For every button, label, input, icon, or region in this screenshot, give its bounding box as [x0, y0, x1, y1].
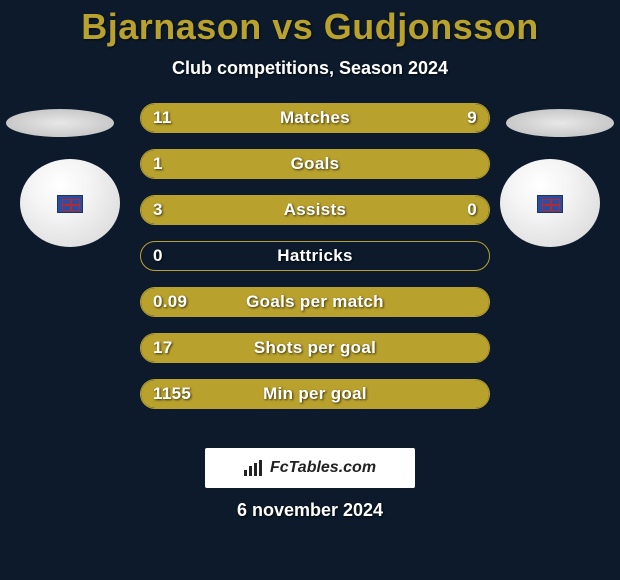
stat-row: 1Goals: [140, 149, 490, 179]
attribution-text: FcTables.com: [270, 459, 376, 477]
stat-label: Goals: [141, 150, 489, 178]
stat-row: 0.09Goals per match: [140, 287, 490, 317]
subtitle: Club competitions, Season 2024: [0, 58, 620, 79]
decor-ellipse-right: [506, 109, 614, 137]
stat-value-right: 9: [467, 104, 477, 132]
stat-row: 3Assists0: [140, 195, 490, 225]
stat-label: Assists: [141, 196, 489, 224]
stat-bars: 11Matches91Goals3Assists00Hattricks0.09G…: [140, 103, 490, 425]
stat-label: Matches: [141, 104, 489, 132]
decor-ellipse-left: [6, 109, 114, 137]
flag-icon: [57, 195, 83, 213]
attribution-badge: FcTables.com: [205, 448, 415, 488]
stat-label: Min per goal: [141, 380, 489, 408]
stat-label: Goals per match: [141, 288, 489, 316]
player-badge-left: [20, 159, 120, 247]
footer-date: 6 november 2024: [0, 500, 620, 521]
stat-label: Shots per goal: [141, 334, 489, 362]
flag-icon: [537, 195, 563, 213]
page-title: Bjarnason vs Gudjonsson: [0, 0, 620, 48]
stat-row: 0Hattricks: [140, 241, 490, 271]
stat-row: 11Matches9: [140, 103, 490, 133]
stat-row: 1155Min per goal: [140, 379, 490, 409]
stat-label: Hattricks: [141, 242, 489, 270]
player-badge-right: [500, 159, 600, 247]
stat-value-right: 0: [467, 196, 477, 224]
stat-row: 17Shots per goal: [140, 333, 490, 363]
comparison-stage: 11Matches91Goals3Assists00Hattricks0.09G…: [0, 103, 620, 433]
stats-icon: [244, 460, 264, 476]
